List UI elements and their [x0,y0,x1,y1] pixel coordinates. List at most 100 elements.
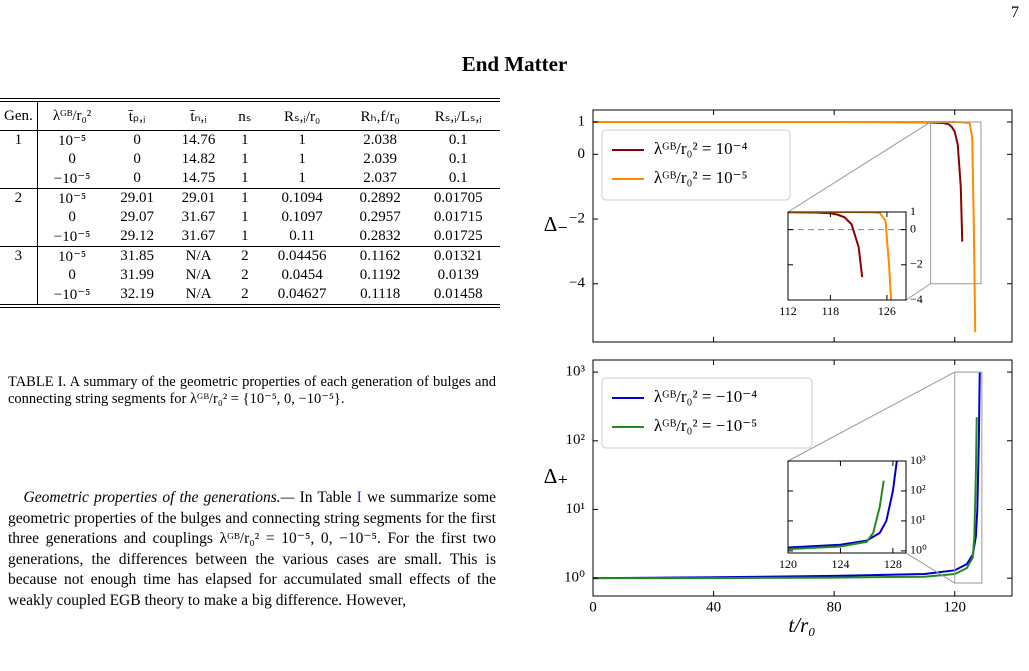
table-row: 3 10⁻⁵ 31.85 N/A 2 0.04456 0.1162 0.01321 [0,246,500,266]
series-group [788,461,898,551]
x-tick-label: 120 [779,557,797,571]
zoom-connector [905,283,931,301]
generation-cell [0,169,38,189]
column-header: t̄ₚ,ᵢ [128,108,146,125]
table-cell: 2 [241,248,249,264]
series-line [593,120,977,333]
table-cell: 32.19 [120,286,154,302]
x-tick-label: 124 [831,557,849,571]
y-tick-label: 10⁰ [910,543,927,557]
column-header: t̄ₙ,ᵢ [190,108,207,125]
table-cell: −10⁻⁵ [53,171,91,187]
generation-cell: 3 [0,246,38,266]
row-group: 3 10⁻⁵ 31.85 N/A 2 0.04456 0.1162 0.01321 0 31.99… [0,246,500,306]
y-tick-label: 1 [578,113,586,129]
generation-cell: 2 [0,188,38,208]
table-cell: 0.1118 [360,286,401,302]
y-tick-label: 10³ [566,364,586,380]
zoom-connector [787,121,931,213]
y-tick-label: 10² [910,483,926,497]
x-tick-label: 40 [706,599,721,615]
generation-cell [0,227,38,247]
table-cell: 0 [68,267,76,283]
table-row: 0 31.99 N/A 2 0.0454 0.1192 0.0139 [0,266,500,285]
table-cell: 0 [68,209,76,225]
legend-label: λᴳᴮ/r₀² = −10⁻⁵ [654,416,757,435]
y-tick-label: 10⁰ [564,570,585,586]
table-ref[interactable]: I [356,489,362,506]
zoom-box [954,371,983,584]
generation-cell: 1 [0,130,38,150]
y-tick-label: 10¹ [910,513,926,527]
y-tick-label: 0 [578,146,586,162]
paragraph-text: we summarize some geometric properties o… [8,489,497,609]
table-row: 0 0 14.82 1 1 2.039 0.1 [0,150,500,169]
y-tick-label: 10² [566,432,586,448]
table-cell: 2.038 [363,132,398,148]
x-tick-label: 118 [822,304,840,318]
table-row: −10⁻⁵ 29.12 31.67 1 0.11 0.2832 0.01725 [0,227,500,247]
table-cell: 29.01 [120,190,154,206]
table-cell: 31.67 [181,209,216,225]
legend-label: λᴳᴮ/r₀² = 10⁻⁵ [654,168,748,187]
series-line [593,417,978,580]
y-tick-label: 1 [910,204,916,218]
row-group: 2 10⁻⁵ 29.01 29.01 1 0.1094 0.2892 0.01705 0 29.0… [0,188,500,247]
paragraph-heading: Geometric properties of the generations.… [23,489,295,506]
column-header: Rₕ,f/r₀ [360,108,400,125]
table-cell: 10⁻⁵ [57,249,87,265]
table-cell: 2 [241,267,249,283]
table-cell: 0 [68,151,76,167]
table-cell: 0.2832 [359,228,401,244]
series-line [788,212,864,278]
table-cell: 1 [298,170,306,186]
table-cell: 1 [298,151,306,167]
table-cell: N/A [185,286,212,302]
table-cell: 1 [241,170,249,186]
column-header: Gen. [0,100,38,131]
table-cell: 29.01 [181,190,216,206]
table-cell: 0 [133,170,141,186]
table-cell: 2.037 [363,170,398,186]
table-cell: 0 [133,151,141,167]
table-cell: 1 [241,209,249,225]
table-cell: 31.85 [120,248,154,264]
legend-label: λᴳᴮ/r₀² = −10⁻⁴ [654,387,757,406]
plot-frame [787,211,907,301]
table-cell: 2 [241,286,249,302]
table-cell: 0.1097 [281,209,323,225]
table-cell: 0.2957 [359,209,401,225]
table-cell: 0.01458 [433,286,483,302]
plot-frame [592,109,1013,343]
table-row: 1 10⁻⁵ 0 14.76 1 1 2.038 0.1 [0,130,500,150]
table-cell: 29.12 [120,228,154,244]
plot-frame [592,359,1013,597]
paragraph: Geometric properties of the generations.… [8,488,496,612]
x-tick-label: 126 [878,304,896,318]
column-header: nₛ [238,108,252,125]
table-cell: 0.0454 [281,267,323,283]
zoom-box [930,121,982,285]
y-tick-label: 0 [910,221,916,235]
y-axis-label: Δ₊ [544,464,569,488]
table-cell: 14.76 [181,132,216,148]
generation-cell [0,208,38,227]
table-cell: 0.04456 [277,248,327,264]
table-cell: 0.01725 [433,228,483,244]
section-title: End Matter [461,52,568,76]
x-tick-label: 0 [589,599,597,615]
y-tick-label: −2 [910,257,923,271]
x-tick-label: 120 [943,599,966,615]
generation-cell [0,150,38,169]
x-tick-label: 80 [827,599,842,615]
x-tick-label: 112 [779,304,797,318]
header-row: Gen. λᴳᴮ/r₀² t̄ₚ,ᵢ t̄ₙ,ᵢ nₛ Rₛ,ᵢ/r₀ Rₕ,f/r₀ Rₛ,… [0,100,500,131]
table-cell: 0.01715 [433,209,483,225]
table-cell: 0 [133,132,141,148]
table-cell: 2.039 [363,151,398,167]
series-line [788,480,885,551]
table-cell: 31.67 [181,228,216,244]
table-row: −10⁻⁵ 32.19 N/A 2 0.04627 0.1118 0.01458 [0,285,500,306]
y-tick-label: −4 [910,292,923,306]
